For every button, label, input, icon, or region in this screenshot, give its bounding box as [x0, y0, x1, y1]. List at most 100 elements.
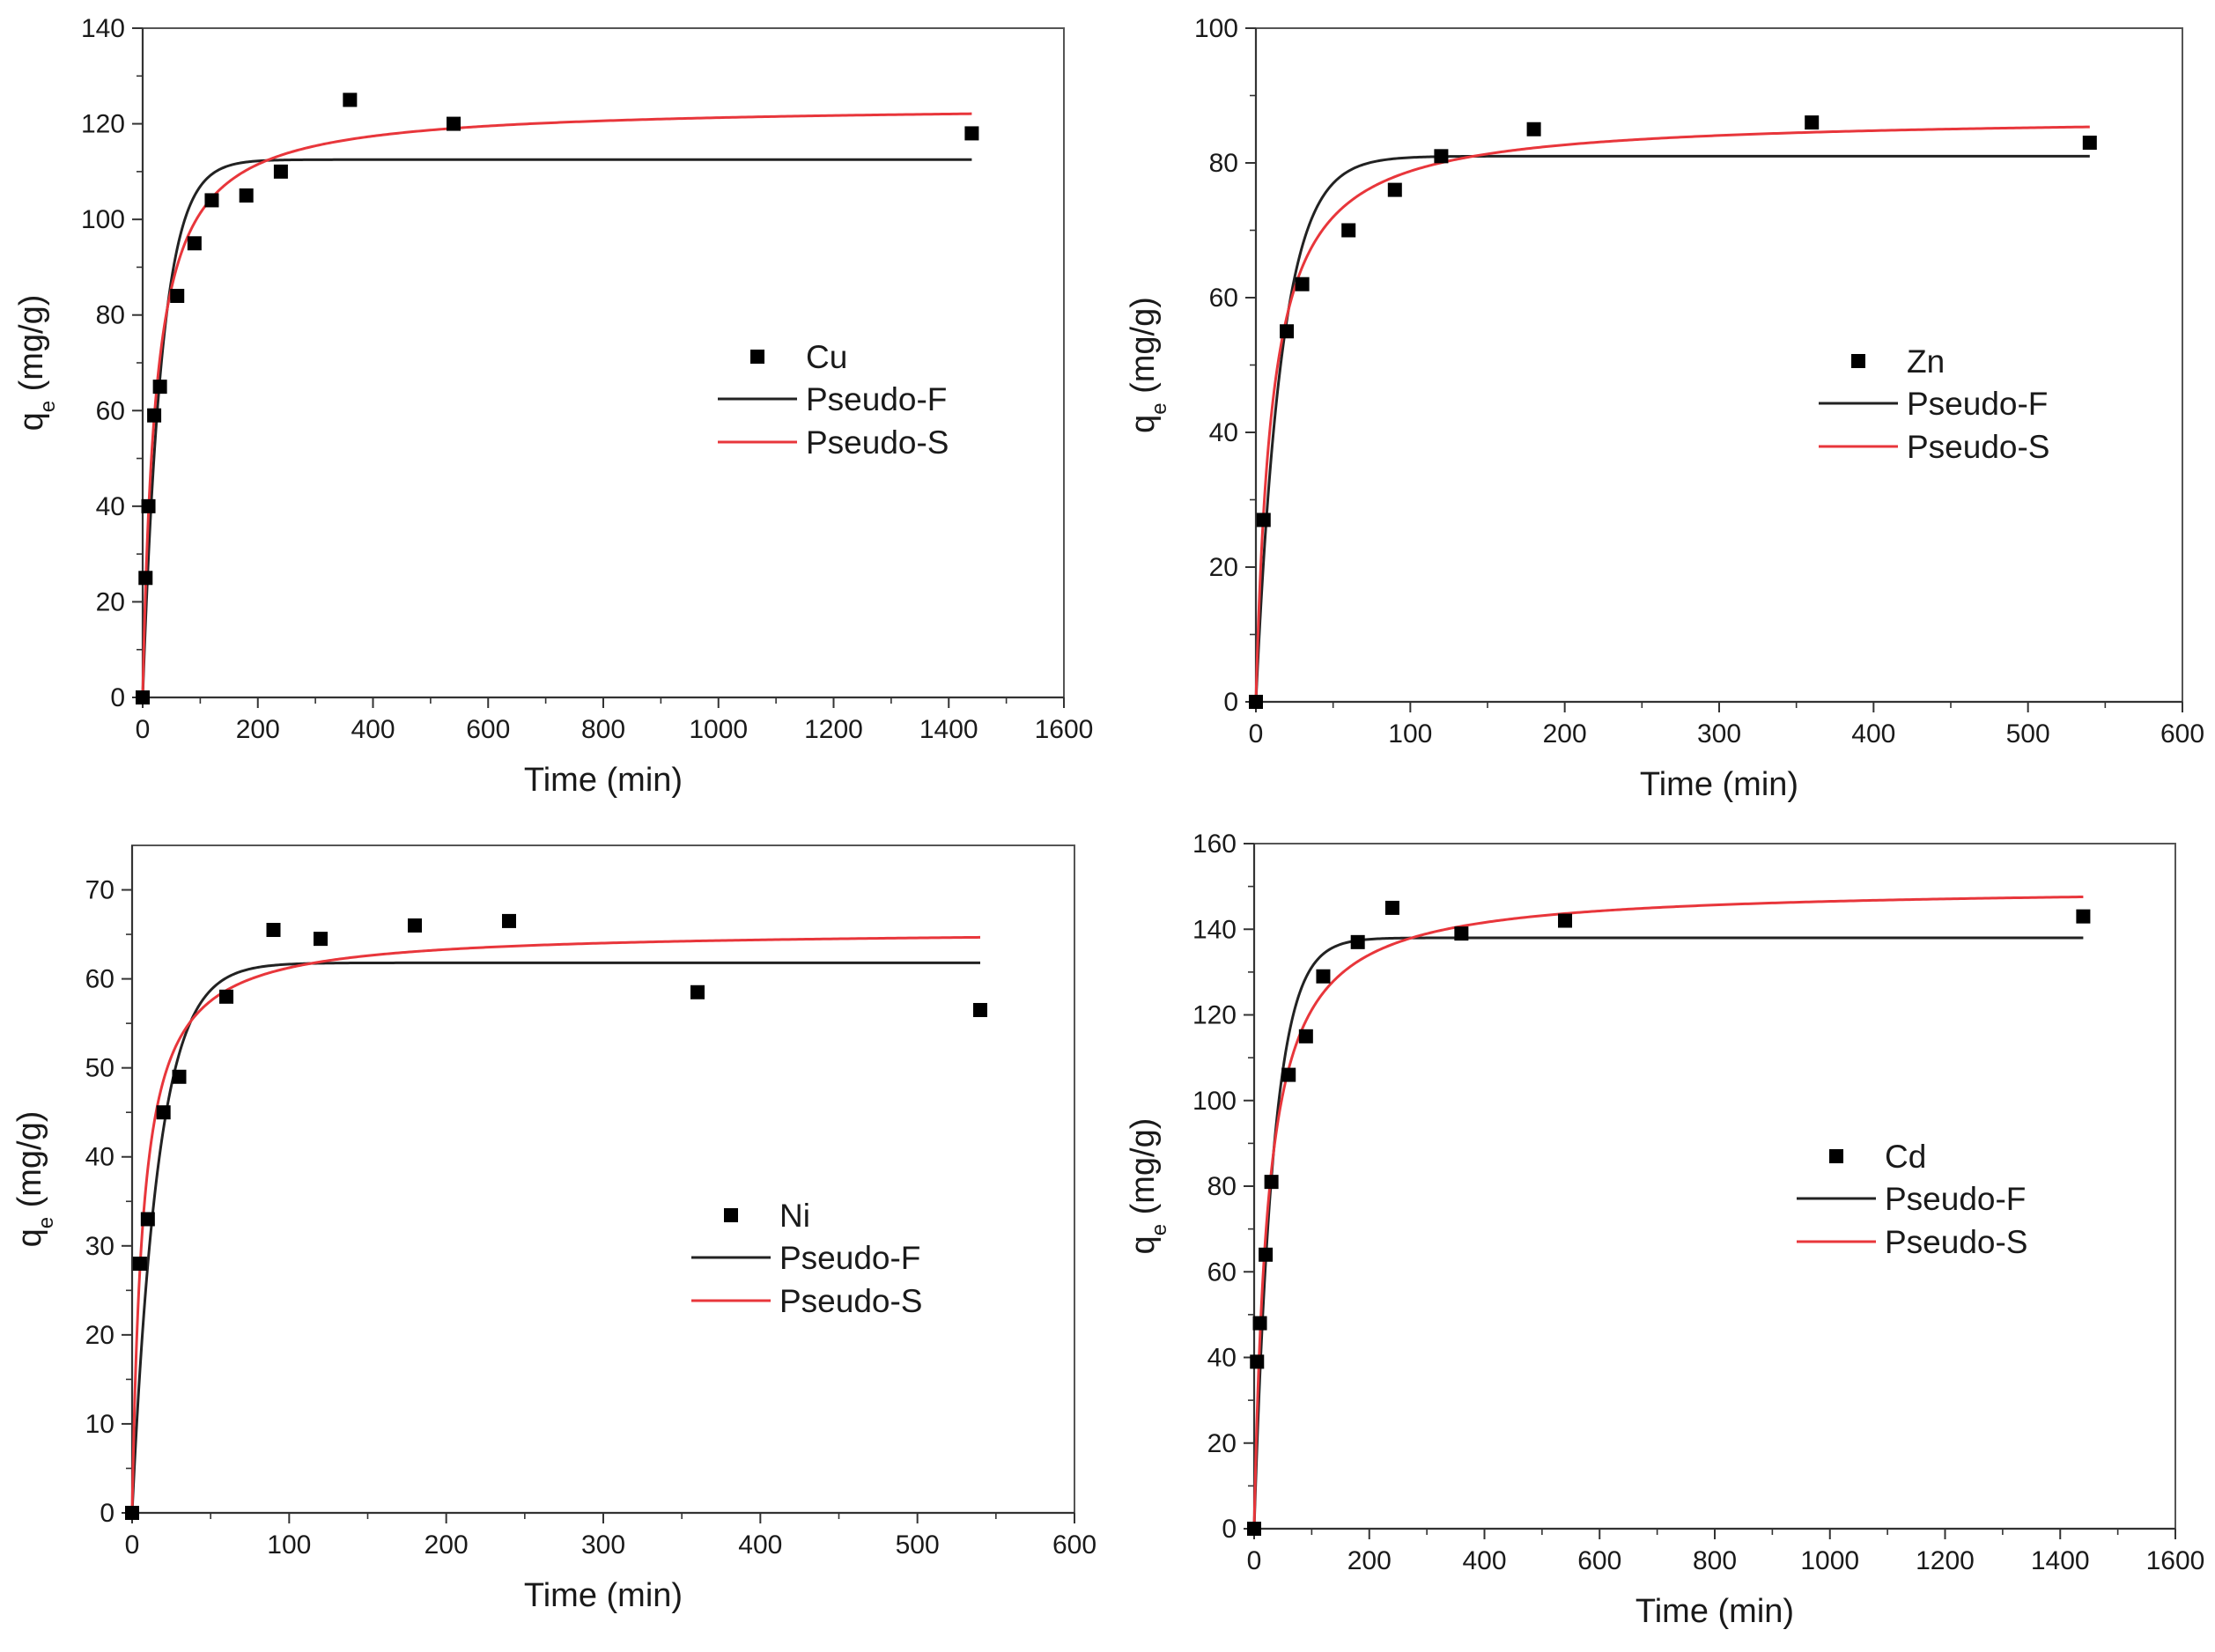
data-point	[1384, 900, 1399, 915]
x-tick-label: 0	[1249, 719, 1264, 749]
pseudo-s-curve	[141, 112, 972, 698]
y-tick-label: 80	[1207, 1172, 1237, 1201]
legend-label-metal: Zn	[1907, 343, 1945, 380]
legend-marker	[750, 350, 764, 364]
y-tick-label: 0	[1222, 1515, 1237, 1544]
data-point	[172, 1069, 187, 1084]
x-tick-label: 100	[1388, 719, 1432, 749]
data-point	[141, 498, 156, 513]
y-tick-label: 0	[100, 1499, 114, 1528]
data-point	[964, 126, 979, 141]
x-tick-label: 1600	[2146, 1546, 2205, 1575]
data-point	[132, 1257, 147, 1272]
x-tick-label: 500	[2006, 719, 2050, 749]
data-point	[690, 985, 705, 999]
data-point	[1259, 1247, 1274, 1262]
data-point	[156, 1105, 171, 1120]
y-tick-label: 100	[1194, 14, 1238, 43]
y-tick-label: 60	[1207, 1257, 1237, 1287]
data-point	[1295, 277, 1310, 291]
data-point	[1558, 913, 1573, 928]
x-tick-label: 800	[1693, 1546, 1737, 1575]
x-tick-label: 200	[425, 1530, 469, 1560]
x-tick-label: 600	[1052, 1530, 1096, 1560]
x-tick-label: 1600	[1035, 715, 1094, 744]
y-tick-label: 20	[85, 1321, 114, 1350]
y-tick-label: 60	[1209, 284, 1238, 313]
data-point	[219, 989, 233, 1004]
plot-frame	[1253, 843, 2176, 1530]
data-point	[140, 1212, 155, 1227]
y-axis-title: qe (mg/g)	[13, 295, 60, 431]
data-point	[1526, 122, 1541, 136]
data-point	[1264, 1175, 1279, 1190]
x-tick-label: 600	[1577, 1546, 1621, 1575]
y-tick-label: 60	[85, 965, 114, 994]
y-tick-label: 40	[85, 1143, 114, 1172]
y-tick-label: 40	[96, 492, 125, 521]
data-point	[343, 92, 358, 107]
y-tick-label: 120	[1192, 1001, 1237, 1030]
pseudo-f-curve	[1252, 936, 2084, 1530]
pseudo-f-curve	[130, 961, 980, 1514]
plot-frame	[142, 27, 1065, 698]
y-tick-label: 40	[1207, 1344, 1237, 1373]
y-tick-label: 100	[1192, 1087, 1237, 1116]
data-point	[1454, 926, 1469, 941]
pseudo-s-curve	[130, 935, 981, 1514]
plot-frame	[1255, 27, 2183, 703]
data-point	[1341, 223, 1356, 238]
y-tick-label: 80	[1209, 149, 1238, 178]
legend-label-pseudo-f: Pseudo-F	[806, 381, 947, 417]
y-tick-label: 40	[1209, 418, 1238, 447]
legend-label-pseudo-f: Pseudo-F	[779, 1240, 920, 1276]
data-point	[152, 380, 167, 395]
x-tick-label: 1400	[2031, 1546, 2090, 1575]
data-point	[1298, 1029, 1313, 1044]
y-axis-title: qe (mg/g)	[1125, 1118, 1171, 1255]
data-point	[502, 913, 516, 928]
x-axis-title: Time (min)	[1635, 1593, 1794, 1630]
data-point	[1434, 149, 1449, 164]
x-axis-title: Time (min)	[524, 1577, 683, 1614]
y-tick-label: 100	[81, 205, 125, 234]
legend-label-metal: Ni	[779, 1198, 810, 1234]
data-point	[2082, 136, 2097, 151]
data-point	[138, 571, 153, 586]
data-point	[973, 1002, 987, 1017]
y-tick-label: 20	[1207, 1429, 1237, 1458]
chart-panel-cu: 0 200 400 600 800 1000 1200 1400 1600 0 20 40 60 80 10…	[13, 14, 1093, 799]
x-axis-title: Time (min)	[1640, 766, 1798, 803]
x-tick-label: 100	[267, 1530, 311, 1560]
data-point	[1316, 969, 1331, 984]
plot-frame	[131, 844, 1075, 1514]
data-point	[239, 188, 254, 203]
x-tick-label: 800	[581, 715, 625, 744]
data-point	[136, 690, 150, 704]
legend-label-metal: Cu	[806, 339, 847, 375]
data-point	[1252, 1316, 1267, 1331]
x-tick-label: 200	[1347, 1546, 1392, 1575]
data-point	[1249, 695, 1263, 709]
legend-marker	[724, 1208, 738, 1222]
x-tick-label: 1000	[689, 715, 748, 744]
x-tick-label: 300	[1697, 719, 1741, 749]
y-tick-label: 30	[85, 1232, 114, 1261]
data-point	[1256, 513, 1271, 527]
x-tick-label: 400	[1851, 719, 1895, 749]
x-tick-label: 500	[896, 1530, 940, 1560]
chart-panel-zn: 0 100 200 300 400 500 600 0 20 40 60 80 100 Time (min…	[1125, 14, 2204, 803]
x-tick-label: 1000	[1800, 1546, 1859, 1575]
x-tick-label: 300	[581, 1530, 625, 1560]
data-point	[1805, 115, 1820, 130]
x-tick-label: 0	[1247, 1546, 1262, 1575]
chart-panel-ni: 0 100 200 300 400 500 600 0 10 20 30 40 50 60 70 Time (…	[11, 844, 1096, 1614]
legend-label-pseudo-s: Pseudo-S	[779, 1283, 923, 1319]
data-point	[1250, 1354, 1265, 1369]
legend-label-pseudo-f: Pseudo-F	[1885, 1181, 2026, 1217]
x-tick-label: 400	[1462, 1546, 1506, 1575]
x-tick-label: 400	[738, 1530, 782, 1560]
x-tick-label: 200	[1543, 719, 1587, 749]
data-point	[170, 289, 185, 303]
